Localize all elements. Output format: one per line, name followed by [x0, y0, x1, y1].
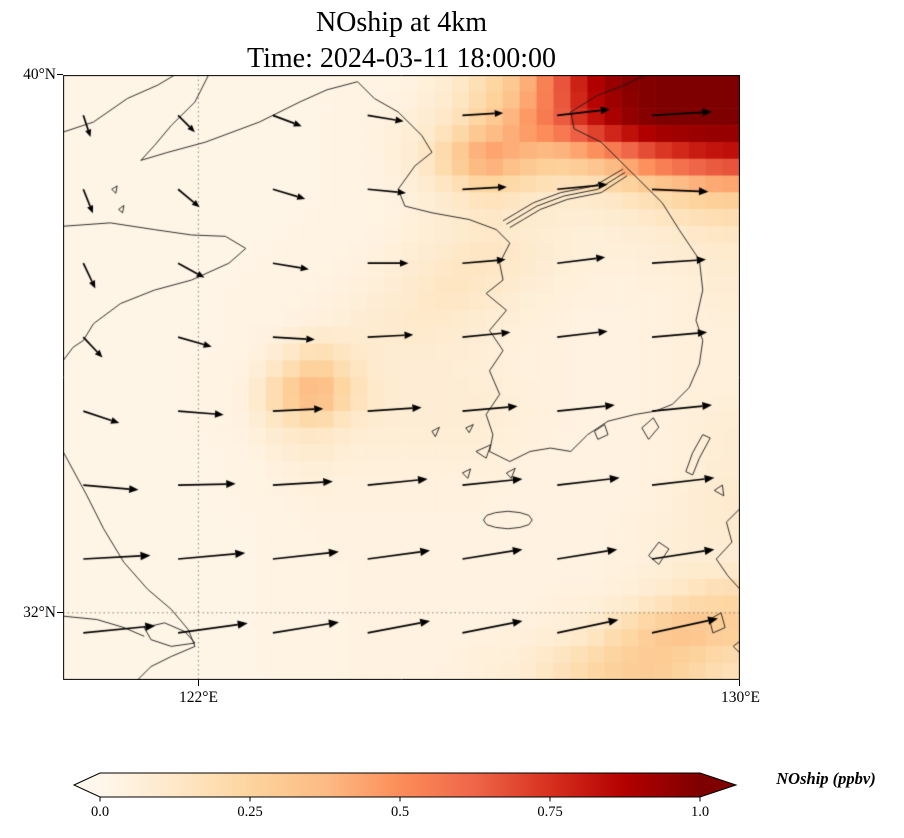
ytick-label-32n: 32°N	[23, 604, 56, 621]
axis-tick-122e	[198, 680, 199, 686]
ytick-label-40n: 40°N	[23, 66, 56, 83]
xtick-label-130e: 130°E	[721, 689, 760, 706]
axis-tick-32n	[57, 612, 63, 613]
map-plot	[63, 75, 740, 680]
chart-subtitle: Time: 2024-03-11 18:00:00	[246, 43, 557, 74]
colorbar-label: NOship (ppbv)	[776, 769, 876, 788]
xtick-label-122e: 122°E	[179, 689, 218, 706]
colorbar	[72, 772, 738, 802]
axis-tick-130e	[739, 680, 740, 686]
colorbar-tick-0: 0.0	[90, 804, 110, 820]
colorbar-tick-075: 0.75	[537, 804, 563, 820]
colorbar-tick-025: 0.25	[237, 804, 263, 820]
colorbar-tick-1: 1.0	[690, 804, 710, 820]
colorbar-gradient-bar	[72, 772, 738, 798]
map-canvas	[63, 75, 740, 680]
colorbar-tick-05: 0.5	[390, 804, 410, 820]
chart-title: NOship at 4km	[315, 7, 488, 38]
colorbar-ticks	[99, 797, 701, 802]
axis-tick-40n	[57, 74, 63, 75]
